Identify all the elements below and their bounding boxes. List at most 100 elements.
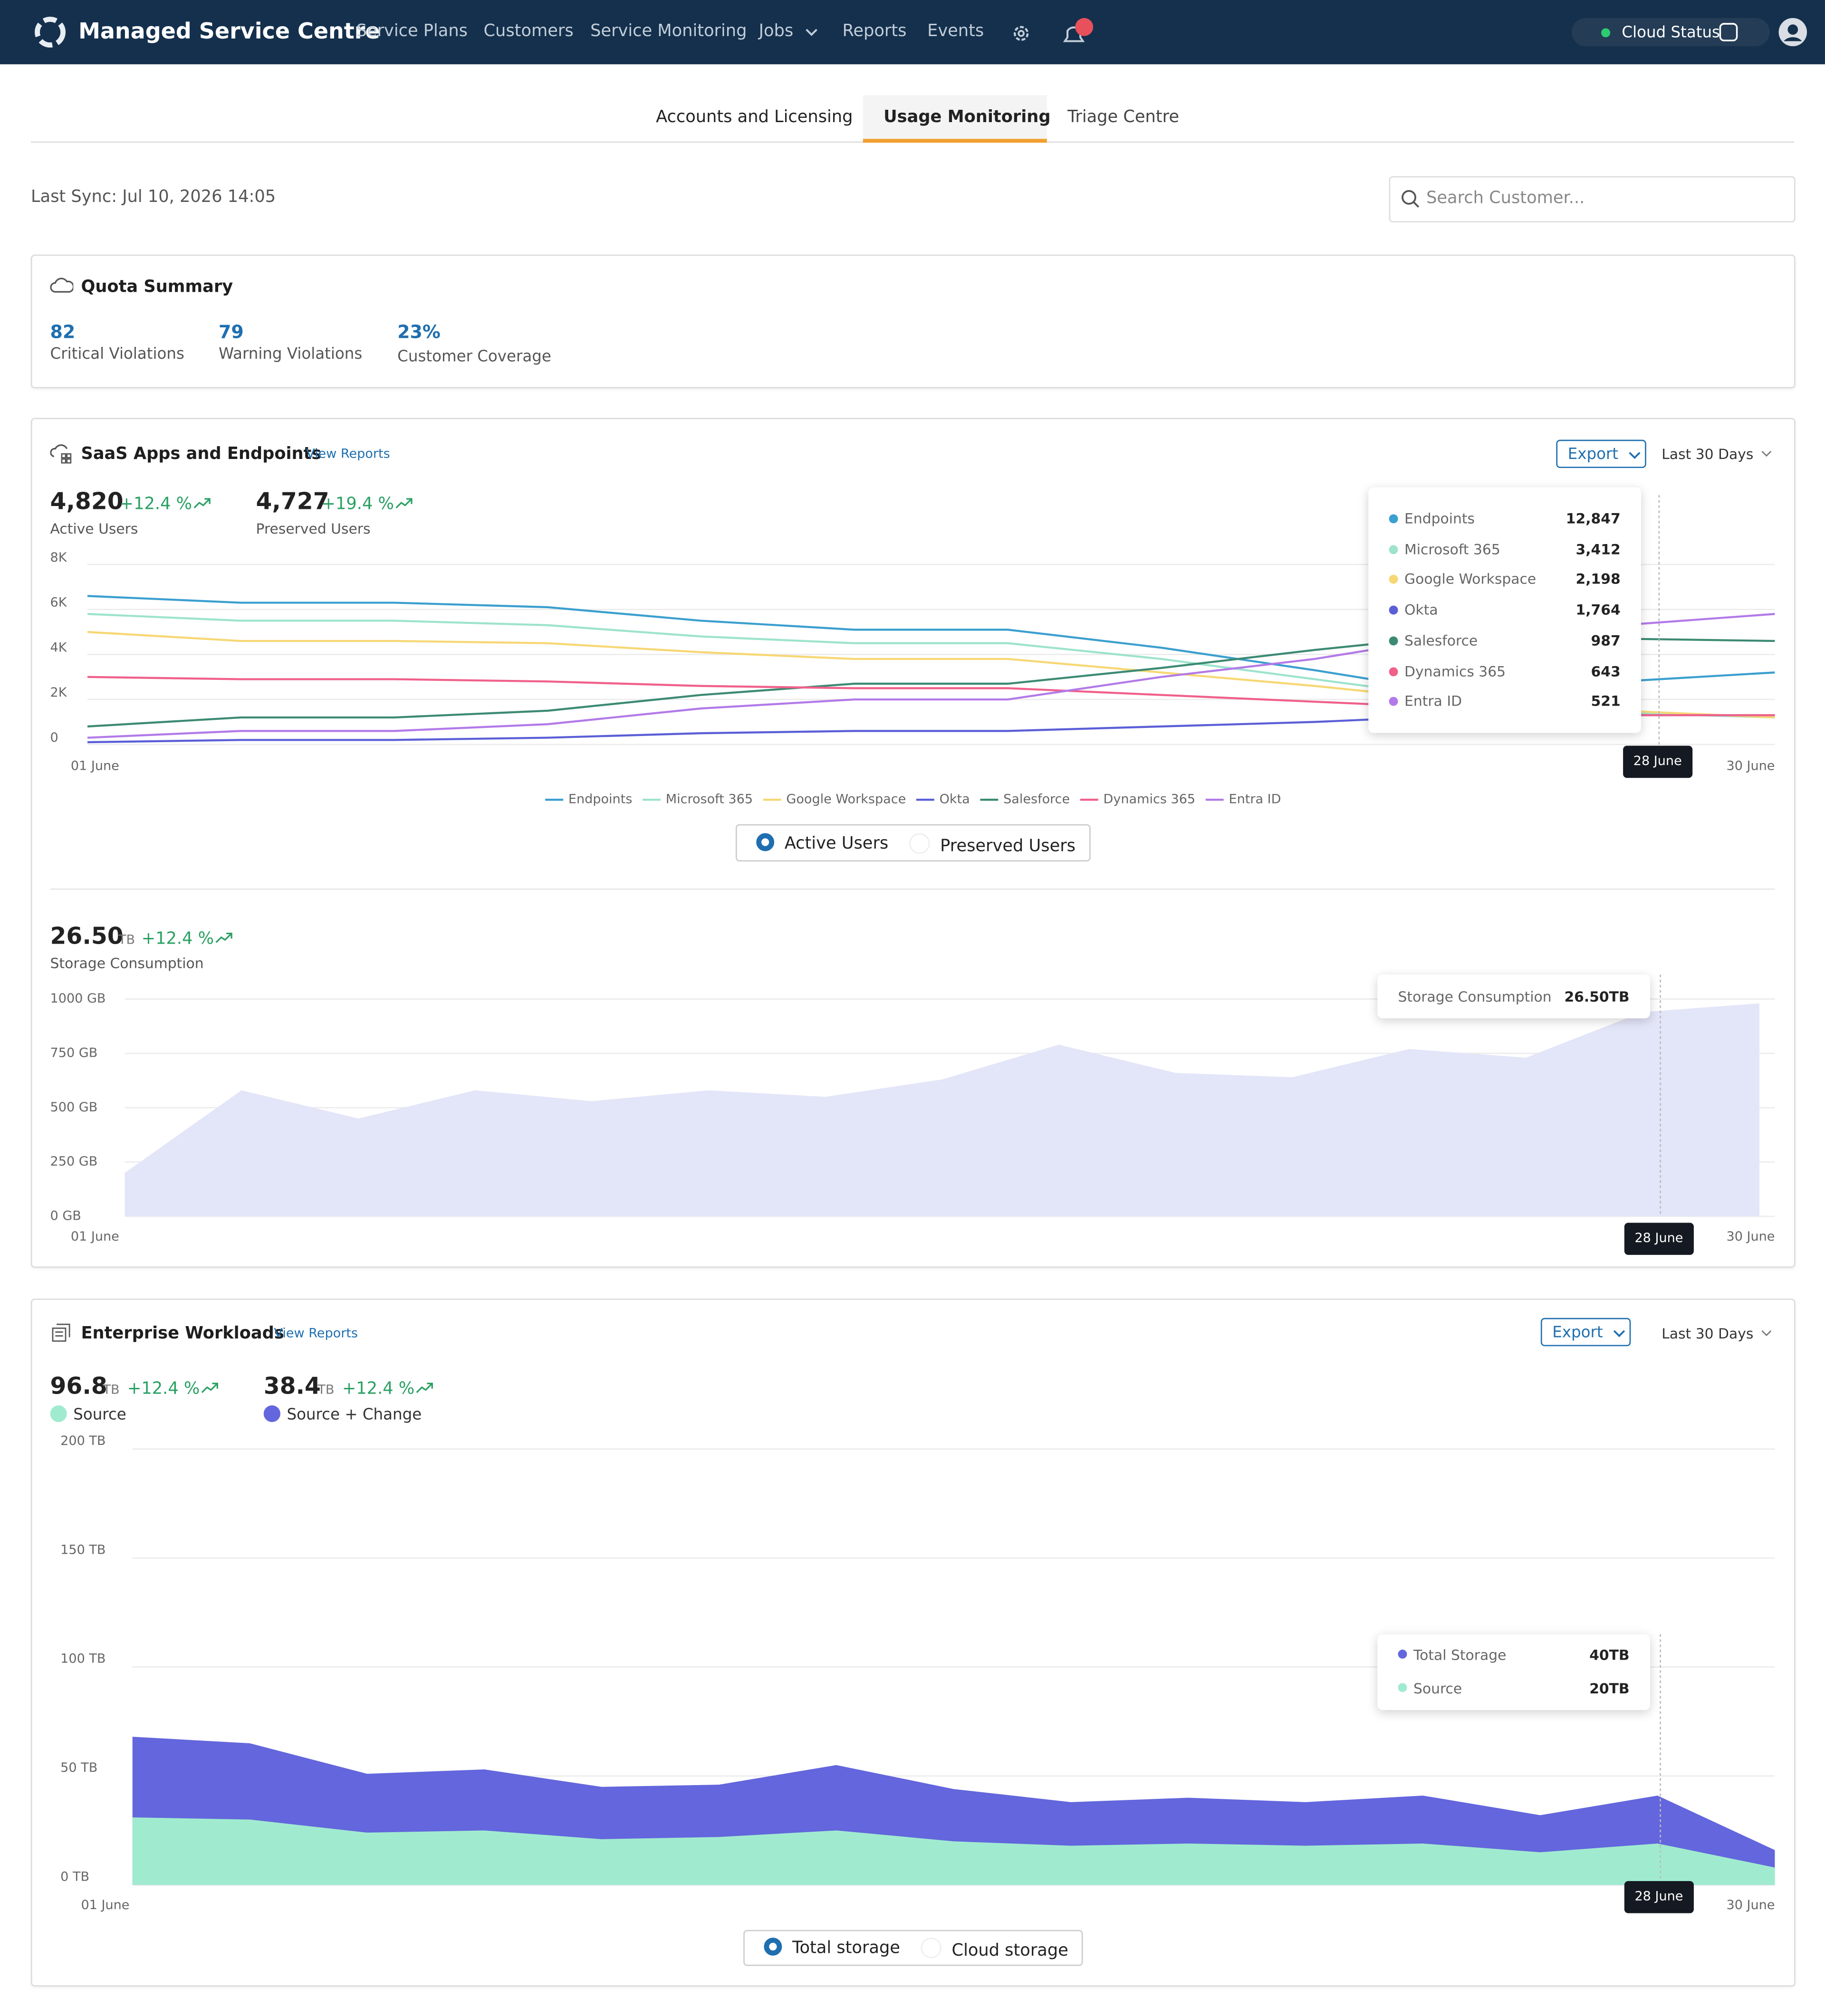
x-tick-label: 30 June bbox=[1726, 758, 1775, 773]
tooltip-dot bbox=[1389, 575, 1398, 584]
x-tick-label: 01 June bbox=[81, 1898, 129, 1912]
radio-off bbox=[909, 833, 930, 854]
y-tick-label: 6K bbox=[50, 595, 67, 610]
legend-label: Okta bbox=[940, 792, 970, 807]
tooltip: Total Storage 40TB Source 20TB bbox=[1377, 1634, 1650, 1710]
notification-icon[interactable] bbox=[1058, 15, 1095, 51]
tooltip-value: 3,412 bbox=[1575, 541, 1621, 558]
settings-icon[interactable] bbox=[1009, 22, 1033, 45]
tooltip-label: Microsoft 365 bbox=[1404, 541, 1500, 558]
stat-change: +19.4 % bbox=[321, 495, 394, 515]
chevron bbox=[1761, 450, 1772, 457]
y-tick-label: 4K bbox=[50, 640, 67, 655]
tooltip: Endpoints 12,847 Microsoft 365 3,412 Google … bbox=[1368, 487, 1641, 733]
legend-label: Source bbox=[73, 1405, 126, 1424]
y-tick-label: 0 TB bbox=[60, 1869, 89, 1884]
card-title: SaaS Apps and Endpoints bbox=[81, 445, 322, 464]
range-select[interactable]: Last 30 Days bbox=[1662, 1325, 1754, 1343]
radio-off bbox=[921, 1938, 941, 1959]
nav-link[interactable]: Service Plans bbox=[356, 22, 468, 41]
tooltip-dot bbox=[1389, 636, 1398, 645]
view-reports[interactable]: View Reports bbox=[306, 447, 390, 462]
chevron bbox=[1761, 1330, 1772, 1337]
stat-unit: TB bbox=[317, 1383, 335, 1398]
radio-on bbox=[756, 833, 775, 851]
view-reports[interactable]: View Reports bbox=[274, 1327, 358, 1341]
legend-label: Google Workspace bbox=[786, 792, 906, 807]
stat-value: 4,727 bbox=[256, 488, 329, 516]
trend-icon bbox=[416, 1383, 433, 1393]
toggle-label: Cloud storage bbox=[951, 1941, 1068, 1961]
toggle-label: Active Users bbox=[784, 834, 889, 854]
tooltip-value: 26.50TB bbox=[1564, 988, 1630, 1006]
avatar[interactable] bbox=[1778, 18, 1807, 47]
x-tick-label: 01 June bbox=[71, 1229, 119, 1244]
y-tick-label: 2K bbox=[50, 685, 67, 700]
search-icon bbox=[1402, 190, 1420, 208]
tab[interactable]: Usage Monitoring bbox=[884, 108, 1051, 127]
export-button[interactable]: Export bbox=[1556, 440, 1646, 468]
stat-unit: TB bbox=[103, 1383, 120, 1398]
stat-value: 23% bbox=[397, 323, 441, 344]
nav-link[interactable]: Service Monitoring bbox=[590, 22, 747, 41]
stat-label: Storage Consumption bbox=[50, 955, 204, 972]
tooltip: Storage Consumption 26.50TB bbox=[1377, 975, 1650, 1019]
export-button[interactable]: Export bbox=[1540, 1318, 1631, 1347]
stat-change: +12.4 % bbox=[119, 495, 192, 515]
tooltip-value: 643 bbox=[1591, 662, 1621, 680]
stat-change: +12.4 % bbox=[342, 1379, 415, 1399]
toggle-option[interactable]: Cloud storage bbox=[921, 1938, 1068, 1961]
y-tick-label: 1000 GB bbox=[50, 991, 106, 1006]
trend-icon bbox=[215, 933, 232, 943]
stat-label: Preserved Users bbox=[256, 520, 371, 538]
range-select[interactable]: Last 30 Days bbox=[1662, 446, 1754, 463]
nav-link[interactable]: Customers bbox=[483, 22, 574, 41]
chevron bbox=[1629, 452, 1641, 459]
tooltip-dot bbox=[1389, 697, 1398, 707]
search-box[interactable]: Search Customer... bbox=[1389, 176, 1796, 223]
toggle-option[interactable]: Preserved Users bbox=[909, 833, 1076, 856]
nav-link[interactable]: Events bbox=[927, 22, 984, 41]
stat-label: Active Users bbox=[50, 520, 138, 538]
y-tick-label: 100 TB bbox=[60, 1652, 106, 1666]
workloads-icon bbox=[52, 1323, 70, 1342]
stat-label: Customer Coverage bbox=[397, 347, 551, 365]
tooltip-label: Total Storage bbox=[1413, 1647, 1507, 1664]
tooltip-label: Okta bbox=[1404, 602, 1438, 619]
chevron bbox=[1613, 1330, 1625, 1338]
series-area bbox=[125, 1003, 1759, 1216]
cloud-status[interactable]: Cloud Status bbox=[1571, 18, 1770, 47]
tooltip-dot bbox=[1389, 514, 1398, 524]
tooltip-label: Endpoints bbox=[1404, 510, 1475, 527]
tab[interactable]: Accounts and Licensing bbox=[656, 108, 853, 127]
cloud-icon bbox=[50, 277, 74, 293]
chevron bbox=[806, 29, 817, 36]
y-tick-label: 500 GB bbox=[50, 1100, 98, 1115]
y-tick-label: 200 TB bbox=[60, 1433, 106, 1448]
y-tick-label: 150 TB bbox=[60, 1542, 106, 1557]
divider bbox=[50, 888, 1775, 890]
stat-value: 96.8 bbox=[50, 1373, 107, 1400]
y-tick-label: 50 TB bbox=[60, 1760, 97, 1775]
quota-card bbox=[30, 254, 1796, 389]
tab[interactable]: Triage Centre bbox=[1067, 108, 1179, 127]
legend-label: Endpoints bbox=[568, 792, 632, 807]
date-marker: 28 June bbox=[1624, 1881, 1694, 1913]
nav-link[interactable]: Reports bbox=[842, 22, 907, 41]
tooltip-label: Storage Consumption bbox=[1398, 988, 1552, 1006]
y-tick-label: 750 GB bbox=[50, 1045, 98, 1060]
tooltip-value: 12,847 bbox=[1566, 510, 1621, 527]
external-icon bbox=[1719, 23, 1738, 42]
tooltip-value: 1,764 bbox=[1575, 602, 1621, 619]
active-tab-bg bbox=[863, 95, 1047, 142]
trend-icon bbox=[193, 498, 211, 509]
toggle-option[interactable]: Active Users bbox=[756, 833, 888, 854]
toggle-option[interactable]: Total storage bbox=[764, 1938, 900, 1958]
nav-link[interactable]: Jobs bbox=[759, 22, 794, 41]
y-tick-label: 0 bbox=[50, 730, 58, 745]
cloud-status-label: Cloud Status bbox=[1622, 23, 1720, 41]
tooltip-value: 987 bbox=[1591, 632, 1621, 650]
tooltip-label: Dynamics 365 bbox=[1404, 662, 1506, 680]
tooltip-label: Source bbox=[1413, 1680, 1462, 1698]
